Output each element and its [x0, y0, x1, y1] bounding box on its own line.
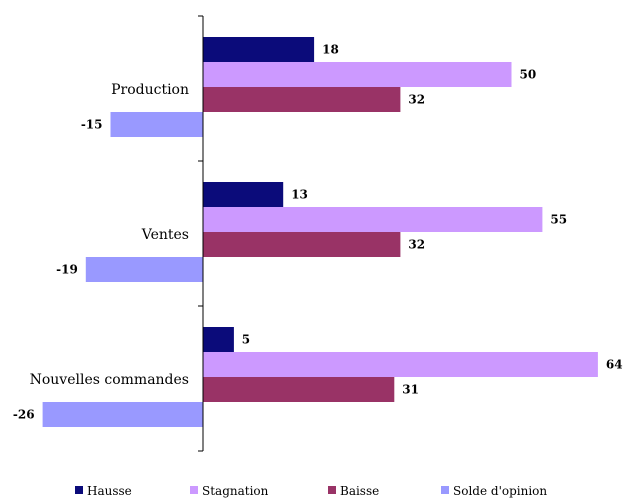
legend-swatch-baisse	[328, 486, 336, 494]
legend-label-baisse: Baisse	[340, 484, 379, 498]
legend-swatch-hausse	[75, 486, 83, 494]
bars-group	[42, 37, 598, 427]
bar-production-hausse	[203, 37, 315, 62]
value-label-nouvelles-commandes-baisse: 31	[402, 383, 419, 397]
category-label-nouvelles-commandes: Nouvelles commandes	[30, 372, 189, 388]
value-label-nouvelles-commandes-stagnation: 64	[606, 358, 623, 372]
legend-label-solde-d-opinion: Solde d'opinion	[453, 484, 547, 498]
category-axis	[198, 15, 204, 452]
bar-nouvelles-commandes-baisse	[203, 377, 395, 402]
legend: Hausse Stagnation Baisse Solde d'opinion	[75, 484, 547, 498]
value-label-production-hausse: 18	[322, 43, 339, 57]
legend-label-stagnation: Stagnation	[202, 484, 269, 498]
bar-production-stagnation	[203, 62, 512, 87]
bar-ventes-baisse	[203, 232, 401, 257]
value-label-ventes-baisse: 32	[408, 238, 425, 252]
bar-nouvelles-commandes-solde-d-opinion	[42, 402, 203, 427]
legend-swatch-stagnation	[190, 486, 198, 494]
bar-ventes-solde-d-opinion	[85, 257, 203, 282]
value-label-nouvelles-commandes-solde-d-opinion: -26	[13, 408, 35, 422]
value-label-production-solde-d-opinion: -15	[81, 118, 103, 132]
legend-label-hausse: Hausse	[87, 484, 132, 498]
bar-nouvelles-commandes-hausse	[203, 327, 234, 352]
value-label-nouvelles-commandes-hausse: 5	[242, 333, 250, 347]
category-labels-group: Production Ventes Nouvelles commandes	[30, 82, 189, 388]
bar-production-baisse	[203, 87, 401, 112]
bar-ventes-stagnation	[203, 207, 543, 232]
value-label-production-baisse: 32	[408, 93, 425, 107]
value-label-ventes-stagnation: 55	[550, 213, 567, 227]
category-label-production: Production	[111, 82, 189, 98]
bar-ventes-hausse	[203, 182, 284, 207]
value-label-ventes-hausse: 13	[291, 188, 308, 202]
value-label-production-stagnation: 50	[520, 68, 537, 82]
legend-swatch-solde-d-opinion	[441, 486, 449, 494]
value-labels-group: 18 50 32 -15 13 55 32 -19 5 64 31 -26	[13, 43, 623, 422]
bar-production-solde-d-opinion	[110, 112, 203, 137]
value-label-ventes-solde-d-opinion: -19	[56, 263, 78, 277]
bar-nouvelles-commandes-stagnation	[203, 352, 598, 377]
category-label-ventes: Ventes	[141, 227, 189, 243]
